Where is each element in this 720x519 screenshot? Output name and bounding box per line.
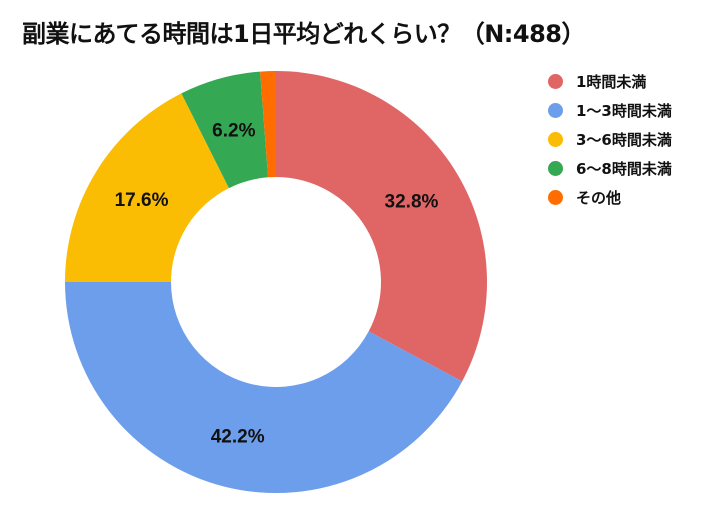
slice-3	[181, 71, 269, 189]
chart-title: 副業にあてる時間は1日平均どれくらい？（N:488）	[22, 20, 586, 48]
legend-dot-icon	[548, 103, 563, 118]
legend-item-3-6h: 3〜6時間未満	[548, 125, 672, 154]
slice-2	[65, 93, 229, 282]
legend-dot-icon	[548, 161, 563, 176]
slice-labels: 32.8% 42.2% 17.6% 6.2%	[115, 121, 439, 448]
legend-dot-icon	[548, 74, 563, 89]
slice-value-label: 42.2%	[211, 426, 265, 447]
slice-value-label: 6.2%	[212, 121, 255, 142]
legend-item-under-1h: 1時間未満	[548, 67, 672, 96]
slice-value-label: 17.6%	[115, 190, 169, 211]
legend-item-other: その他	[548, 183, 672, 212]
slice-value-label: 32.8%	[385, 192, 439, 213]
slice-1	[65, 282, 463, 494]
legend: 1時間未満 1〜3時間未満 3〜6時間未満 6〜8時間未満 その他	[548, 67, 672, 212]
slice-0	[276, 71, 488, 382]
legend-item-6-8h: 6〜8時間未満	[548, 154, 672, 183]
legend-dot-icon	[548, 132, 563, 147]
legend-item-1-3h: 1〜3時間未満	[548, 96, 672, 125]
slice-4	[260, 71, 276, 178]
legend-dot-icon	[548, 190, 563, 205]
donut-slices	[65, 71, 488, 494]
